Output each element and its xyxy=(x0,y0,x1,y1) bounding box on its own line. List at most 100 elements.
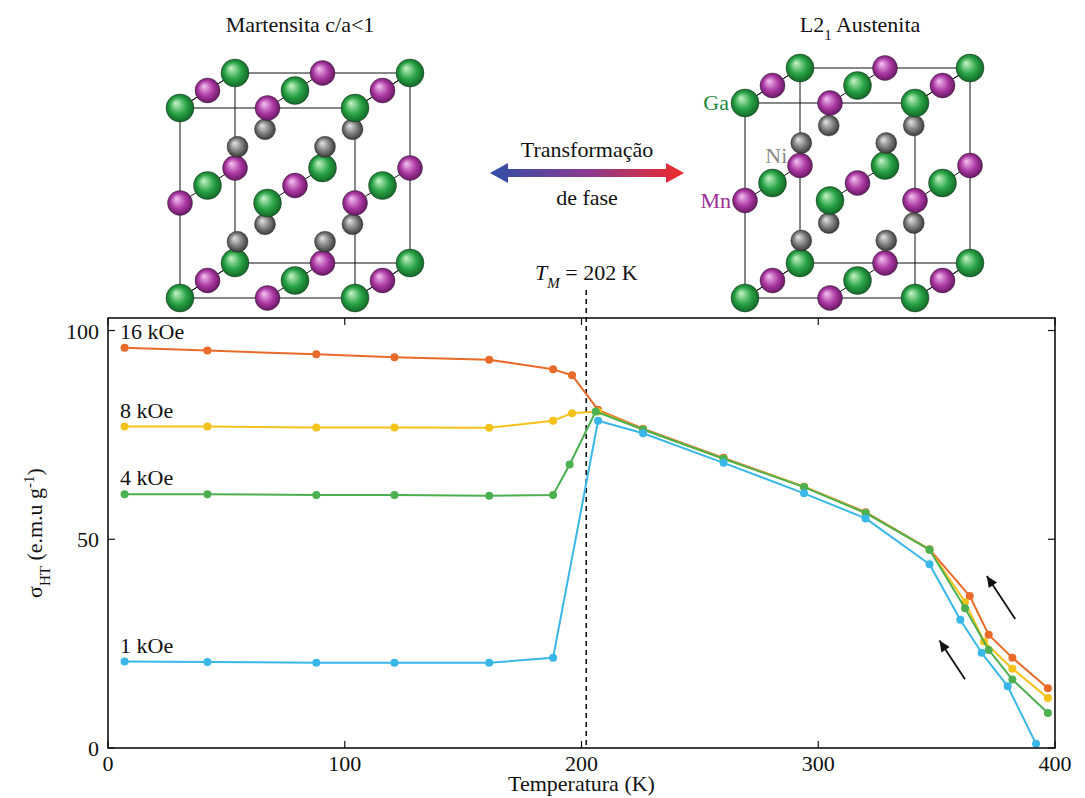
data-point xyxy=(639,429,647,437)
mn-atom xyxy=(873,251,898,276)
data-point xyxy=(961,604,969,612)
ga-atom xyxy=(956,249,984,277)
data-point xyxy=(312,491,320,499)
mn-atom xyxy=(398,156,423,181)
atom-label: Ni xyxy=(765,143,787,168)
ga-atom xyxy=(281,77,309,105)
x-tick xyxy=(344,741,345,748)
data-point xyxy=(203,658,211,666)
mn-atom xyxy=(195,78,220,103)
mn-atom xyxy=(255,96,280,121)
ga-atom xyxy=(929,169,957,197)
ni-atom xyxy=(818,115,839,136)
data-point xyxy=(978,649,986,657)
data-point xyxy=(926,560,934,568)
series-label: 16 kOe xyxy=(120,319,184,344)
transition-line xyxy=(585,290,587,748)
ni-atom xyxy=(227,136,248,157)
data-point xyxy=(1008,654,1016,662)
diagram-title: L21 Austenita xyxy=(800,12,921,43)
data-point xyxy=(926,546,934,554)
data-point xyxy=(390,491,398,499)
y-axis-title: σHT (e.m.u g-1) xyxy=(21,468,53,598)
data-point xyxy=(390,659,398,667)
atom-label: Ga xyxy=(703,90,729,115)
data-point xyxy=(926,545,934,553)
heating-arrow-head xyxy=(939,641,949,653)
austenite-cell xyxy=(731,54,984,312)
figure: Martensita c/a<1L21 AustenitaGaNiMnTrans… xyxy=(0,0,1085,798)
mn-atom xyxy=(873,56,898,81)
data-point xyxy=(485,492,493,500)
data-point xyxy=(312,659,320,667)
ga-atom xyxy=(341,284,369,312)
transformation-arrow xyxy=(490,163,684,183)
cell-lines xyxy=(745,68,970,298)
cell-lines xyxy=(180,73,410,298)
ga-atom xyxy=(309,154,337,182)
x-tick xyxy=(581,741,582,748)
series-line xyxy=(125,348,1048,689)
data-point xyxy=(485,424,493,432)
transition-label: TM = 202 K xyxy=(535,260,638,291)
data-point xyxy=(566,461,574,469)
mn-atom xyxy=(760,73,785,98)
ni-atom xyxy=(315,231,336,252)
ni-atom xyxy=(791,230,812,251)
ga-atom xyxy=(396,249,424,277)
y-tick-label: 100 xyxy=(66,319,99,344)
data-point xyxy=(1008,665,1016,673)
x-axis-title: Temperatura (K) xyxy=(508,771,655,796)
mn-atom xyxy=(845,171,870,196)
data-point xyxy=(390,423,398,431)
y-tick xyxy=(1048,539,1055,540)
mn-atom xyxy=(255,286,280,311)
data-point xyxy=(549,365,557,373)
y-tick xyxy=(1048,330,1055,331)
mn-atom xyxy=(223,156,248,181)
ga-atom xyxy=(871,152,899,180)
heating-arrow xyxy=(987,576,1015,619)
data-point xyxy=(800,489,808,497)
ga-atom xyxy=(786,54,814,82)
value: 202 xyxy=(583,260,616,285)
data-point xyxy=(1044,709,1052,717)
ga-atom xyxy=(731,284,759,312)
ga-atom xyxy=(221,249,249,277)
mn-atom xyxy=(283,173,308,198)
data-point xyxy=(203,490,211,498)
mn-atom xyxy=(903,188,928,213)
ga-atom xyxy=(341,94,369,122)
data-point xyxy=(1032,740,1040,748)
mn-atom xyxy=(930,268,955,293)
data-point xyxy=(720,459,728,467)
ga-atom xyxy=(844,72,872,100)
data-point xyxy=(121,344,129,352)
data-point xyxy=(312,423,320,431)
series-label: 8 kOe xyxy=(120,398,173,423)
mn-atom xyxy=(733,188,758,213)
data-point xyxy=(1008,676,1016,684)
x-tick xyxy=(344,318,345,325)
x-tick-label: 100 xyxy=(328,751,361,776)
mn-atom xyxy=(818,91,843,116)
data-point xyxy=(956,616,964,624)
ga-atom xyxy=(956,54,984,82)
data-point xyxy=(862,514,870,522)
data-point xyxy=(121,423,129,431)
data-point xyxy=(121,490,129,498)
mn-atom xyxy=(818,286,843,311)
ni-atom xyxy=(876,133,897,154)
series-line xyxy=(125,412,1048,713)
mn-atom xyxy=(930,73,955,98)
mn-atom xyxy=(788,153,813,178)
x-tick-label: 300 xyxy=(802,751,835,776)
plot-data xyxy=(121,344,1052,748)
ga-atom xyxy=(759,169,787,197)
ga-atom xyxy=(731,89,759,117)
data-point xyxy=(1044,684,1052,692)
data-point xyxy=(592,408,600,416)
ga-atom xyxy=(396,59,424,87)
heating-arrow-head xyxy=(987,576,997,588)
ga-atom xyxy=(166,284,194,312)
